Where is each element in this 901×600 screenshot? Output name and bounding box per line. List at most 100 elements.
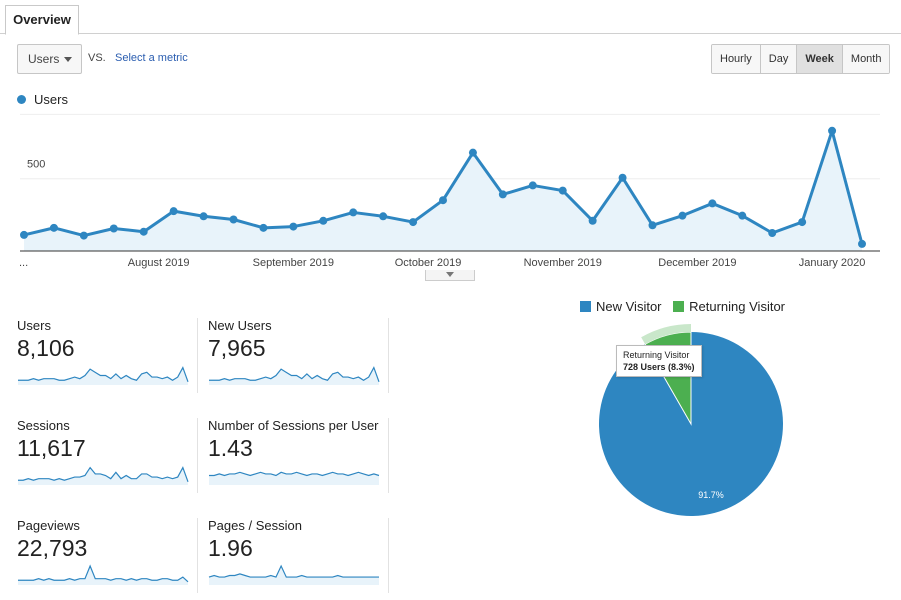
divider (388, 518, 389, 593)
users-data-point (738, 211, 747, 220)
kpi-label: Users (17, 318, 51, 333)
kpi-sessions-per-user[interactable]: Number of Sessions per User 1.43 (208, 418, 393, 500)
pie-chart-legend: New Visitor Returning Visitor (580, 299, 793, 314)
kpi-label: Sessions (17, 418, 70, 433)
kpi-new-users[interactable]: New Users 7,965 (208, 318, 393, 400)
kpi-value: 1.43 (208, 435, 253, 461)
kpi-sparkline (18, 466, 189, 485)
chart-resize-handle[interactable] (425, 270, 475, 281)
kpi-label: Pageviews (17, 518, 80, 533)
metric-dropdown-value: Users (28, 52, 60, 66)
users-data-point (289, 222, 298, 231)
x-tick-label: January 2020 (799, 257, 866, 269)
x-tick-label: September 2019 (253, 257, 334, 269)
metric-dropdown[interactable]: Users (17, 44, 82, 74)
users-data-point (648, 221, 657, 230)
kpi-sparkline (209, 471, 380, 485)
kpi-users[interactable]: Users 8,106 (17, 318, 202, 400)
users-data-point (678, 211, 687, 220)
kpi-value: 1.96 (208, 535, 253, 561)
legend-returning-visitor-label: Returning Visitor (689, 299, 786, 314)
users-data-point (528, 181, 537, 190)
sparkline-area (18, 566, 188, 585)
y-tick-label: 500 (27, 159, 45, 171)
kpi-value: 22,793 (17, 535, 88, 561)
x-tick-label: December 2019 (658, 257, 736, 269)
sparkline-line (209, 366, 380, 383)
sparkline-line (18, 366, 189, 383)
kpi-value: 11,617 (17, 435, 86, 461)
tooltip-title: Returning Visitor (623, 350, 690, 360)
kpi-sparkline (18, 564, 189, 585)
users-data-point (858, 239, 866, 248)
vs-label: VS. (88, 52, 106, 64)
users-data-point (49, 223, 58, 232)
granularity-toggle: Hourly Day Week Month (711, 44, 891, 74)
x-tick-label: ... (19, 257, 28, 269)
new-visitor-swatch (580, 301, 591, 312)
x-tick-label: October 2019 (395, 257, 462, 269)
chevron-down-icon (64, 57, 72, 62)
users-data-point (588, 216, 597, 225)
users-data-point (259, 223, 268, 232)
kpi-label: Pages / Session (208, 518, 302, 533)
hourly-button[interactable]: Hourly (712, 45, 760, 73)
users-data-point (319, 216, 328, 225)
kpi-sparkline (18, 366, 189, 385)
pie-tooltip: Returning Visitor 728 Users (8.3%) (616, 345, 702, 377)
line-chart-legend: Users (17, 92, 68, 107)
kpi-value: 8,106 (17, 335, 75, 361)
sparkline-area (18, 467, 188, 485)
sparkline-area (18, 367, 188, 385)
divider (388, 418, 389, 493)
week-button[interactable]: Week (796, 45, 842, 73)
users-data-point (618, 173, 627, 182)
legend-new-visitor[interactable]: New Visitor (580, 299, 662, 314)
users-data-point (409, 218, 418, 227)
users-data-point (379, 212, 388, 221)
users-data-point (768, 229, 777, 237)
users-data-point (439, 196, 447, 205)
legend-users-label: Users (34, 92, 68, 107)
users-data-point (169, 207, 178, 216)
pie-slice-label: 91.7% (698, 490, 724, 500)
tab-overview[interactable]: Overview (5, 5, 79, 35)
users-area-fill (24, 130, 862, 251)
day-button[interactable]: Day (759, 45, 797, 73)
month-button[interactable]: Month (841, 45, 890, 73)
users-data-point (139, 227, 148, 236)
sparkline-line (18, 466, 189, 483)
kpi-sparkline (208, 564, 379, 585)
kpi-value: 7,965 (208, 335, 266, 361)
users-series-dot (17, 95, 26, 104)
users-data-point (828, 126, 837, 135)
tooltip-detail: 728 Users (8.3%) (623, 362, 695, 372)
sparkline-area (209, 566, 379, 585)
sparkline-area (209, 367, 379, 385)
legend-returning-visitor[interactable]: Returning Visitor (673, 299, 785, 314)
select-metric-link[interactable]: Select a metric (115, 52, 188, 64)
kpi-sessions[interactable]: Sessions 11,617 (17, 418, 202, 500)
kpi-pages-per-session[interactable]: Pages / Session 1.96 (208, 518, 393, 600)
kpi-sparkline (209, 366, 380, 385)
pie-slice-hover-halo (641, 324, 691, 345)
chevron-down-icon (446, 272, 454, 277)
kpi-label: Number of Sessions per User (208, 418, 379, 433)
kpi-pageviews[interactable]: Pageviews 22,793 (17, 518, 202, 600)
legend-new-visitor-label: New Visitor (596, 299, 662, 314)
returning-visitor-swatch (673, 301, 685, 312)
users-data-point (109, 224, 118, 233)
users-data-point (79, 231, 88, 240)
divider (197, 518, 198, 593)
users-data-point (20, 230, 28, 239)
sparkline-line (18, 564, 189, 583)
users-data-point (708, 199, 717, 208)
users-data-point (229, 215, 238, 224)
users-data-point (468, 148, 477, 157)
users-data-point (498, 190, 507, 199)
x-tick-label: November 2019 (524, 257, 602, 269)
sparkline-line (209, 471, 380, 477)
users-data-point (558, 186, 567, 195)
x-tick-label: August 2019 (128, 257, 190, 269)
